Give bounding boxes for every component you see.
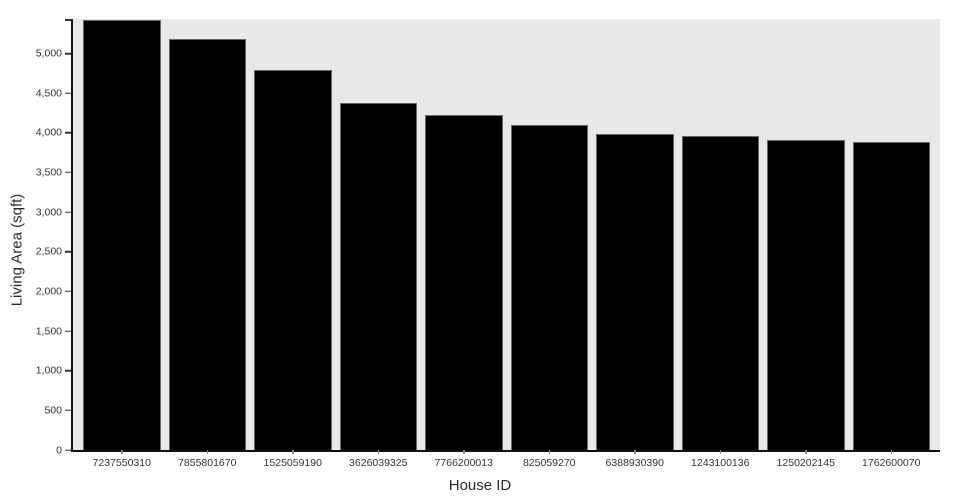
y-tick-label: 5,000	[35, 47, 62, 60]
y-tick-label: 2,000	[35, 285, 62, 298]
y-tick-mark	[65, 251, 71, 253]
bar	[168, 39, 246, 450]
x-axis-cell: 7855801670	[169, 450, 247, 469]
x-tick-label: 1250202145	[776, 457, 835, 469]
x-tick-mark	[206, 450, 208, 454]
x-axis-cell: 1762600070	[853, 450, 931, 469]
y-axis-title: Living Area (sqft)	[8, 193, 26, 307]
x-tick-mark	[292, 450, 294, 454]
x-tick-label: 825059270	[522, 457, 576, 469]
y-tick-label: 3,000	[35, 205, 62, 218]
x-tick-mark	[121, 450, 123, 454]
x-axis-cell: 1525059190	[254, 450, 332, 469]
x-tick-label: 1762600070	[862, 457, 921, 469]
y-tick-label: 1,500	[35, 324, 62, 337]
y-tick-label: 4,500	[35, 86, 62, 99]
x-axis-cell: 825059270	[511, 450, 589, 469]
y-tick-label: 3,500	[35, 166, 62, 179]
x-axis-cell: 6388930390	[596, 450, 674, 469]
y-tick-mark	[65, 449, 71, 451]
y-tick-label: 1,000	[35, 364, 62, 377]
y-axis-line	[71, 19, 73, 450]
y-tick-label: 500	[44, 404, 62, 417]
x-tick-label: 7237550310	[92, 457, 151, 469]
x-tick-mark	[890, 450, 892, 454]
y-tick-mark	[65, 52, 71, 55]
y-tick-mark	[65, 132, 71, 134]
y-tick-mark	[65, 330, 71, 332]
x-axis-line	[71, 450, 940, 452]
x-tick-label: 1243100136	[691, 457, 750, 469]
x-tick-mark	[377, 450, 379, 454]
plot-area: 0 500 1,000 1,500 2,000 2,500 3,000 3,500 4,000 4…	[36, 19, 940, 455]
bar	[596, 133, 674, 450]
x-tick-mark	[719, 450, 721, 454]
bar	[852, 141, 930, 450]
x-tick-label: 6388930390	[605, 457, 664, 469]
x-tick-mark	[805, 450, 807, 454]
x-axis-cell: 7237550310	[83, 450, 161, 469]
y-tick-mark	[65, 369, 71, 372]
y-tick-label: 4,000	[35, 126, 62, 139]
bar	[681, 135, 759, 450]
x-axis-title: House ID	[448, 477, 512, 494]
y-tick-mark	[65, 211, 71, 213]
bar	[767, 139, 845, 450]
bar	[254, 70, 332, 450]
x-tick-label: 7855801670	[178, 457, 237, 469]
y-tick-mark	[65, 171, 71, 174]
x-tick-mark	[548, 450, 550, 454]
x-tick-label: 7766200013	[434, 457, 493, 469]
bar	[339, 102, 417, 450]
x-axis-cell: 1243100136	[682, 450, 760, 469]
y-tick-mark	[65, 290, 71, 293]
bar	[425, 115, 503, 450]
y-tick-label: 0	[56, 443, 62, 456]
x-tick-label: 3626039325	[349, 457, 408, 469]
x-tick-mark	[463, 450, 465, 454]
x-tick-label: 1525059190	[263, 457, 322, 469]
bar	[83, 20, 161, 450]
x-axis: 7237550310 7855801670 1525059190 3626039325…	[73, 450, 940, 469]
x-axis-cell: 1250202145	[767, 450, 845, 469]
y-axis-end-tick	[65, 19, 71, 21]
y-tick-label: 2,500	[35, 245, 62, 258]
y-tick-mark	[65, 92, 71, 94]
x-tick-mark	[634, 450, 636, 454]
y-tick-mark	[65, 409, 71, 412]
bars-container	[73, 19, 940, 450]
x-axis-cell: 3626039325	[340, 450, 418, 469]
x-axis-cell: 7766200013	[425, 450, 503, 469]
bar	[510, 124, 588, 450]
